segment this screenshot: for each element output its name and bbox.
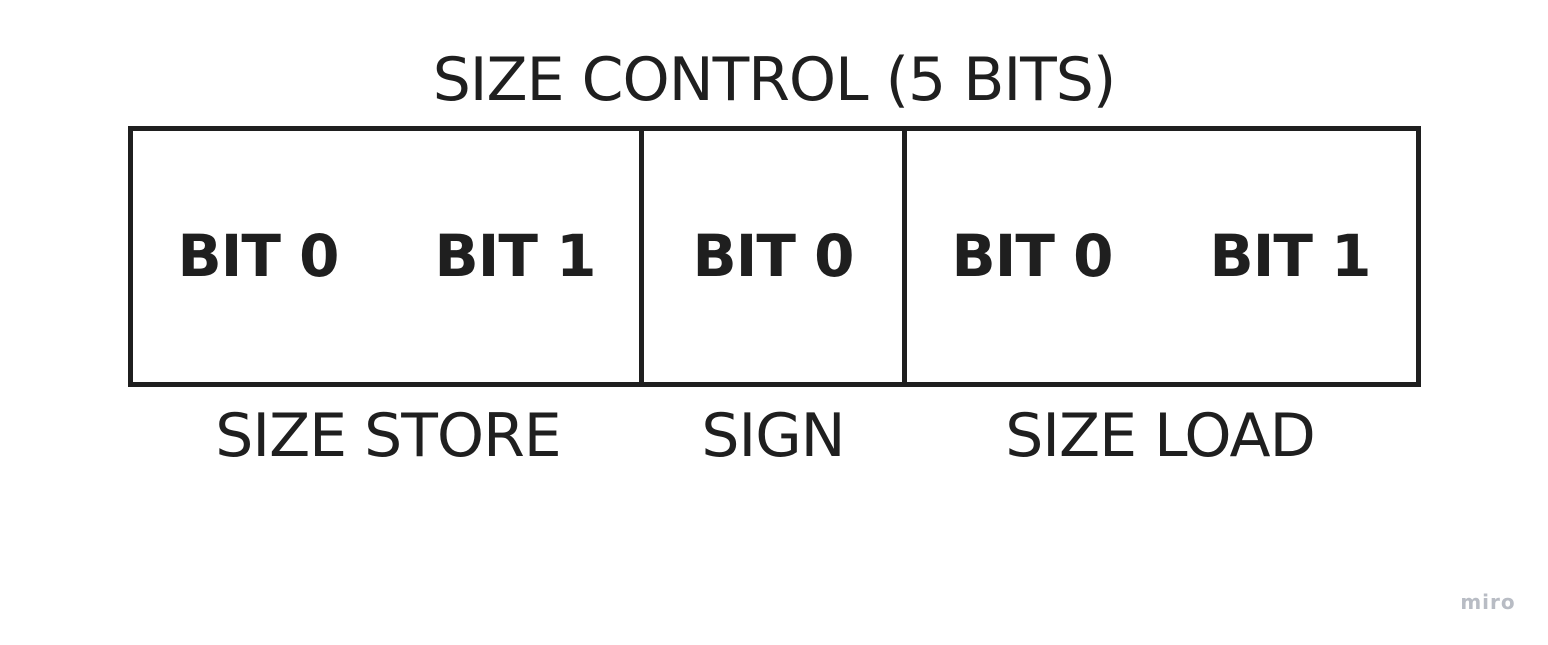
register-box	[128, 126, 1421, 387]
group-label-size-load: SIZE LOAD	[1005, 401, 1316, 471]
size-load-bit-1: BIT 1	[1209, 222, 1372, 290]
diagram-title: SIZE CONTROL (5 BITS)	[432, 45, 1117, 115]
group-label-size-store: SIZE STORE	[215, 401, 561, 471]
group-divider-sign-load	[902, 126, 907, 387]
group-divider-store-sign	[639, 126, 644, 387]
size-store-bit-1: BIT 1	[434, 222, 597, 290]
group-label-sign: SIGN	[701, 401, 845, 471]
miro-watermark: miro	[1460, 590, 1516, 614]
sign-bit-0: BIT 0	[692, 222, 855, 290]
size-store-bit-0: BIT 0	[177, 222, 340, 290]
size-load-bit-0: BIT 0	[951, 222, 1114, 290]
